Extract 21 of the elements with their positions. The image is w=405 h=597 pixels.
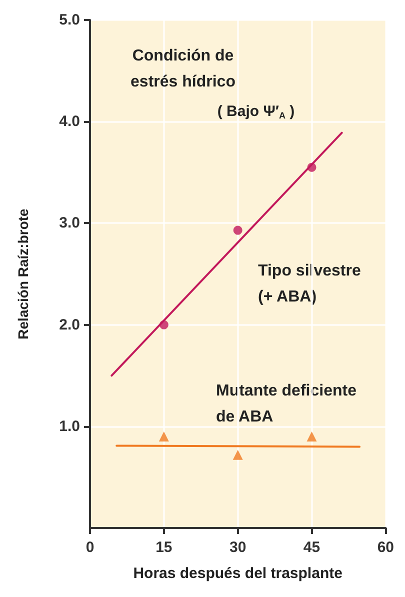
point bbox=[158, 432, 169, 442]
point bbox=[307, 162, 316, 172]
y-tick-label: 3.0 bbox=[59, 214, 80, 232]
y-tick-label: 4.0 bbox=[59, 113, 80, 130]
x-tick-label: 15 bbox=[156, 539, 172, 556]
y-tick-label: 5.0 bbox=[59, 12, 80, 28]
point bbox=[233, 226, 242, 235]
point bbox=[306, 432, 317, 442]
y-axis-title: Relación Raíz:brote bbox=[15, 208, 31, 340]
x-axis-title: Horas después del trasplante bbox=[133, 565, 342, 582]
y-tick-label: 2.0 bbox=[59, 316, 80, 334]
x-tick-label: 45 bbox=[303, 539, 320, 556]
point bbox=[159, 320, 168, 330]
x-tick-label: 30 bbox=[229, 539, 246, 556]
y-tick-label: 1.0 bbox=[59, 418, 80, 435]
text: Condición de estrés hídrico bbox=[130, 48, 236, 90]
text: Mutante deficiente de ABA bbox=[216, 382, 361, 426]
x-tick-label: 60 bbox=[377, 539, 394, 556]
x-tick-label: 0 bbox=[86, 539, 94, 556]
text: Tipo silvestre (+ ABA) bbox=[258, 262, 361, 306]
point bbox=[232, 450, 243, 460]
